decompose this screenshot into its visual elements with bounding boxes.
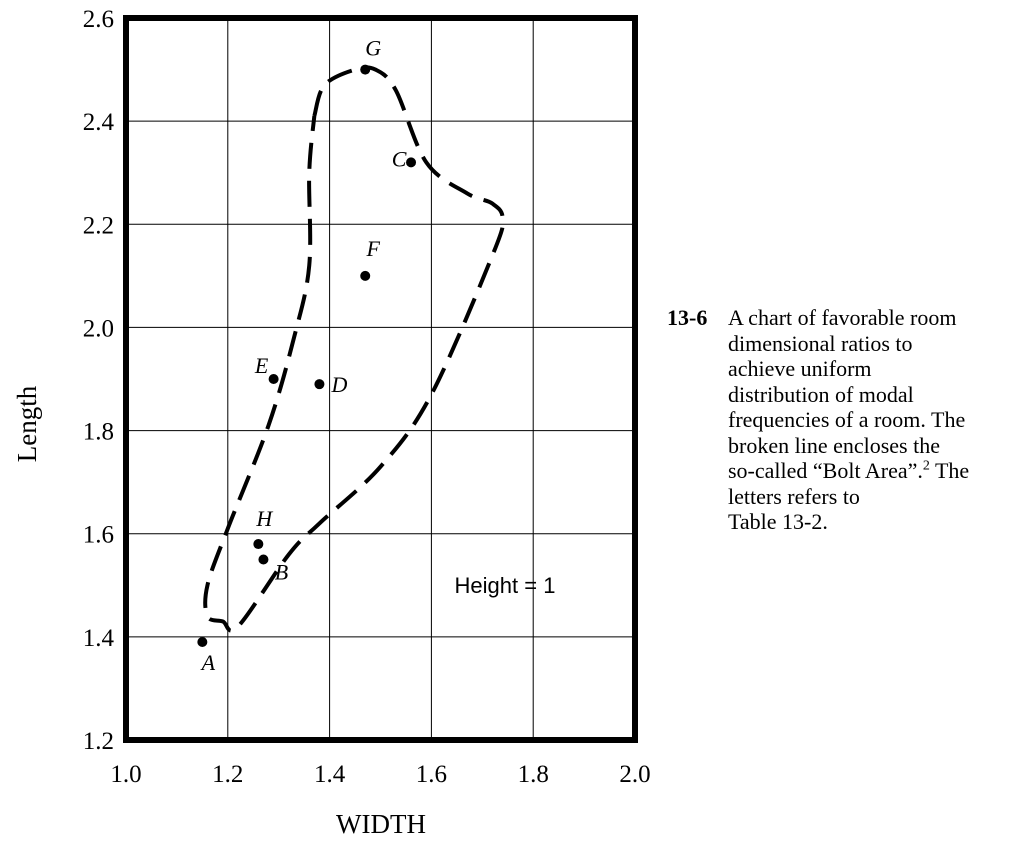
x-tick-label: 1.6 bbox=[416, 761, 447, 788]
y-tick-label: 2.0 bbox=[83, 315, 114, 342]
caption-line-tail: The bbox=[929, 458, 970, 483]
data-point-e bbox=[268, 374, 279, 384]
grid-lines bbox=[125, 17, 636, 741]
caption-line: Table 13-2. bbox=[728, 509, 828, 534]
y-tick-label: 1.4 bbox=[83, 625, 115, 652]
point-label-e: E bbox=[254, 353, 269, 378]
y-tick-label: 2.2 bbox=[83, 212, 114, 239]
y-tick-label: 2.4 bbox=[83, 109, 115, 136]
figure-number: 13-6 bbox=[667, 305, 708, 330]
caption-text: A chart of favorable room dimensional ra… bbox=[728, 305, 1018, 535]
data-point-g bbox=[360, 64, 371, 75]
footnote-ref: 2 bbox=[922, 458, 930, 474]
y-tick-labels: 1.2 1.4 1.6 1.8 2.0 2.2 2.4 2.6 bbox=[83, 6, 115, 755]
plot-frame bbox=[123, 15, 638, 743]
caption-line: frequencies of a room. The bbox=[728, 407, 966, 432]
x-tick-label: 1.4 bbox=[314, 761, 346, 788]
caption-line: dimensional ratios to bbox=[728, 330, 913, 356]
data-point-f bbox=[360, 270, 371, 281]
x-tick-label: 2.0 bbox=[619, 761, 650, 788]
caption-line: broken line encloses the bbox=[728, 432, 940, 458]
caption-line-text: so-called “Bolt Area”. bbox=[728, 458, 923, 483]
bolt-area-boundary bbox=[203, 65, 505, 633]
y-tick-label: 1.8 bbox=[83, 419, 114, 446]
caption-line: A chart of favorable room bbox=[728, 305, 957, 330]
y-tick-label: 1.2 bbox=[83, 728, 114, 755]
point-label-f: F bbox=[366, 236, 381, 261]
y-axis-label: Length bbox=[12, 385, 42, 462]
x-tick-label: 1.0 bbox=[110, 761, 141, 788]
point-label-d: D bbox=[330, 372, 347, 397]
height-annotation: Height = 1 bbox=[455, 573, 556, 598]
y-tick-label: 2.6 bbox=[83, 6, 114, 33]
point-label-h: H bbox=[255, 506, 273, 531]
caption-line: achieve uniform bbox=[728, 356, 872, 381]
data-point-d bbox=[314, 379, 325, 390]
data-point-b bbox=[258, 554, 269, 565]
point-label-g: G bbox=[365, 36, 381, 61]
x-axis-label: WIDTH bbox=[336, 809, 426, 839]
caption-line: letters refers to bbox=[728, 483, 860, 509]
data-point-h bbox=[253, 539, 264, 550]
caption-line: distribution of modal bbox=[728, 381, 914, 407]
data-point-a bbox=[197, 637, 208, 648]
point-label-b: B bbox=[275, 560, 288, 585]
point-label-c: C bbox=[392, 146, 407, 171]
data-points: A B C D E F G H bbox=[197, 36, 417, 675]
caption-line: so-called “Bolt Area”.2 The bbox=[728, 458, 1018, 484]
point-label-a: A bbox=[200, 650, 216, 675]
x-tick-label: 1.2 bbox=[212, 761, 243, 788]
data-point-c bbox=[406, 157, 417, 168]
x-tick-label: 1.8 bbox=[518, 761, 549, 788]
y-tick-label: 1.6 bbox=[83, 522, 114, 549]
x-tick-labels: 1.0 1.2 1.4 1.6 1.8 2.0 bbox=[110, 761, 650, 788]
